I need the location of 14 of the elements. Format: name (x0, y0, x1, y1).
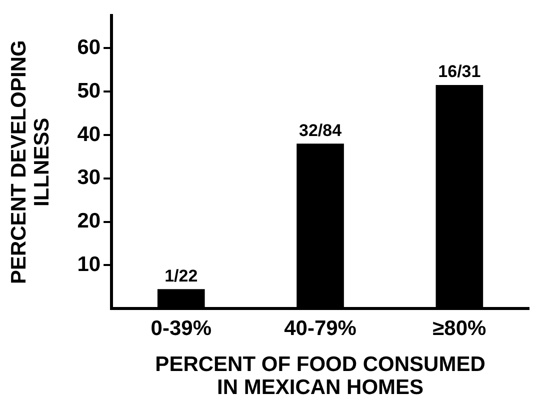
x-tick-label: 40-79% (284, 316, 357, 340)
data-label: 16/31 (438, 62, 481, 82)
y-tick-label: 10 (77, 252, 101, 276)
y-tick-label: 20 (77, 210, 101, 233)
data-label: 32/84 (299, 120, 342, 140)
y-axis-title: PERCENT DEVELOPING ILLNESS (7, 40, 54, 284)
x-tick-label: ≥80% (432, 316, 487, 340)
x-tick-label: 0-39% (150, 316, 212, 340)
y-tick-label: 60 (77, 36, 101, 59)
y-tick-label: 40 (77, 122, 101, 146)
y-tick-label: 50 (77, 79, 101, 102)
x-axis-title: PERCENT OF FOOD CONSUMED IN MEXICAN HOMES (155, 353, 486, 400)
data-label: 1/22 (164, 266, 198, 286)
y-tick-label: 30 (77, 166, 101, 190)
